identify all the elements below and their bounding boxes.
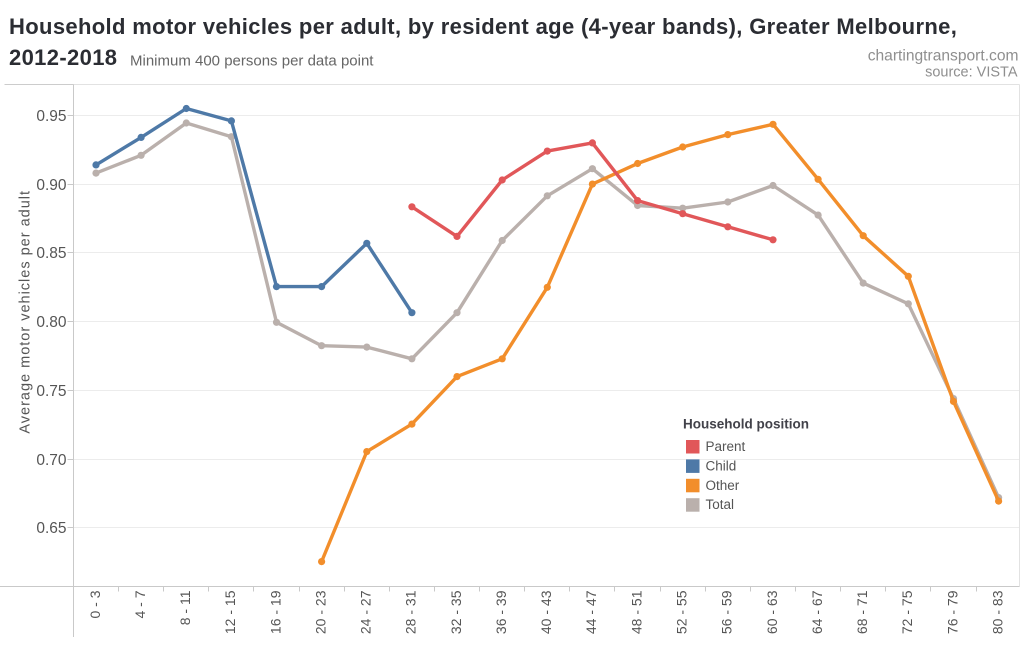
- svg-text:chartingtransport.com: chartingtransport.com: [868, 47, 1019, 64]
- svg-text:20 - 23: 20 - 23: [312, 590, 328, 634]
- svg-text:40 - 43: 40 - 43: [538, 590, 554, 634]
- svg-text:32 - 35: 32 - 35: [448, 590, 464, 634]
- svg-text:Household position: Household position: [683, 417, 809, 432]
- svg-text:Average motor vehicles per adu: Average motor vehicles per adult: [18, 190, 34, 434]
- svg-text:4 - 7: 4 - 7: [132, 590, 148, 618]
- svg-text:0.90: 0.90: [36, 177, 67, 194]
- svg-text:0.80: 0.80: [36, 314, 67, 331]
- svg-text:12 - 15: 12 - 15: [222, 590, 238, 634]
- svg-text:24 - 27: 24 - 27: [358, 590, 374, 634]
- svg-text:8 - 11: 8 - 11: [177, 590, 193, 625]
- svg-text:80 - 83: 80 - 83: [989, 590, 1005, 634]
- svg-text:source: VISTA: source: VISTA: [925, 65, 1018, 81]
- svg-text:0.70: 0.70: [36, 452, 67, 469]
- svg-text:76 - 79: 76 - 79: [944, 590, 960, 634]
- svg-text:0.75: 0.75: [36, 383, 66, 400]
- svg-text:Child: Child: [706, 458, 737, 473]
- svg-text:Total: Total: [706, 497, 735, 512]
- svg-text:0.85: 0.85: [36, 245, 66, 262]
- svg-text:Parent: Parent: [706, 439, 746, 454]
- svg-text:56 - 59: 56 - 59: [719, 590, 735, 634]
- svg-text:Household motor vehicles per a: Household motor vehicles per adult, by r…: [9, 14, 957, 39]
- svg-text:44 - 47: 44 - 47: [583, 590, 599, 634]
- svg-text:60 - 63: 60 - 63: [764, 590, 780, 634]
- svg-text:68 - 71: 68 - 71: [854, 590, 870, 634]
- svg-text:Other: Other: [706, 478, 740, 493]
- svg-text:48 - 51: 48 - 51: [628, 590, 644, 634]
- svg-text:72 - 75: 72 - 75: [899, 590, 915, 634]
- svg-text:0.65: 0.65: [36, 520, 66, 537]
- svg-text:Minimum 400 persons per data p: Minimum 400 persons per data point: [130, 52, 374, 69]
- svg-text:28 - 31: 28 - 31: [403, 590, 419, 634]
- svg-text:64 - 67: 64 - 67: [809, 590, 825, 634]
- svg-text:0 - 3: 0 - 3: [87, 590, 103, 618]
- svg-text:52 - 55: 52 - 55: [674, 590, 690, 634]
- svg-text:16 - 19: 16 - 19: [267, 590, 283, 634]
- svg-text:0.95: 0.95: [36, 108, 66, 125]
- svg-text:2012-2018: 2012-2018: [9, 45, 117, 70]
- svg-text:36 - 39: 36 - 39: [493, 590, 509, 634]
